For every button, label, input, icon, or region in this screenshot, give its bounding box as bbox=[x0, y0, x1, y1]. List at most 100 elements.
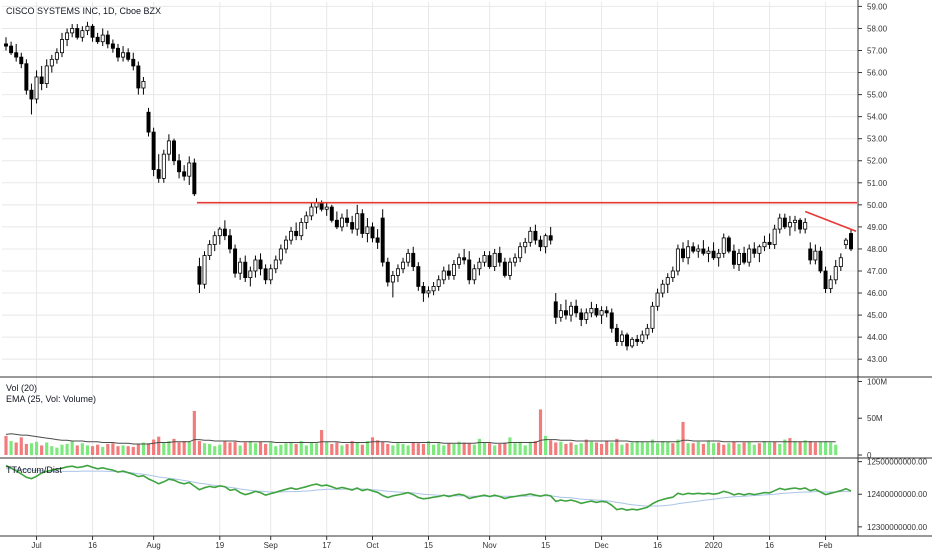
candle[interactable] bbox=[716, 248, 721, 267]
candle[interactable] bbox=[843, 237, 848, 249]
volume-bar[interactable] bbox=[187, 441, 191, 455]
volume-bar[interactable] bbox=[533, 441, 537, 455]
volume-bar[interactable] bbox=[177, 442, 181, 456]
volume-bar[interactable] bbox=[299, 441, 303, 455]
volume-bar[interactable] bbox=[447, 443, 451, 455]
candle[interactable] bbox=[24, 59, 29, 95]
candle[interactable] bbox=[289, 226, 294, 245]
candle[interactable] bbox=[202, 251, 207, 289]
candle[interactable] bbox=[731, 244, 736, 269]
volume-bar[interactable] bbox=[238, 445, 242, 455]
volume-bar[interactable] bbox=[131, 446, 135, 455]
volume-bar[interactable] bbox=[248, 441, 252, 455]
candle[interactable] bbox=[441, 266, 446, 285]
candle[interactable] bbox=[9, 41, 14, 55]
candle[interactable] bbox=[4, 37, 8, 51]
candle[interactable] bbox=[767, 233, 772, 249]
volume-bar[interactable] bbox=[645, 442, 649, 456]
volume-bar[interactable] bbox=[523, 445, 527, 455]
volume-bar[interactable] bbox=[696, 441, 700, 455]
candle[interactable] bbox=[253, 255, 258, 278]
volume-bar[interactable] bbox=[411, 442, 415, 456]
volume-bar[interactable] bbox=[432, 444, 436, 455]
volume-bar[interactable] bbox=[152, 439, 156, 455]
volume-bar[interactable] bbox=[549, 440, 553, 455]
candle[interactable] bbox=[477, 257, 482, 276]
candle[interactable] bbox=[507, 257, 512, 280]
volume-bar[interactable] bbox=[498, 443, 502, 455]
volume-bar[interactable] bbox=[146, 443, 151, 455]
volume-bar[interactable] bbox=[401, 443, 405, 455]
volume-pane[interactable] bbox=[4, 409, 838, 456]
candle[interactable] bbox=[655, 288, 660, 311]
candle[interactable] bbox=[528, 226, 533, 247]
accumulation-pane[interactable] bbox=[5, 464, 852, 512]
volume-bar[interactable] bbox=[141, 442, 146, 456]
volume-bar[interactable] bbox=[45, 442, 49, 456]
candle[interactable] bbox=[787, 215, 792, 236]
candle[interactable] bbox=[355, 204, 360, 236]
volume-bar[interactable] bbox=[279, 444, 283, 455]
candle[interactable] bbox=[609, 308, 614, 333]
candle[interactable] bbox=[100, 28, 105, 47]
candle[interactable] bbox=[268, 264, 273, 285]
candle[interactable] bbox=[207, 240, 212, 260]
volume-bar[interactable] bbox=[50, 446, 54, 455]
candle[interactable] bbox=[136, 61, 141, 95]
volume-bar[interactable] bbox=[167, 441, 171, 455]
volume-bar[interactable] bbox=[320, 430, 324, 455]
candle[interactable] bbox=[487, 251, 492, 269]
price-pane[interactable] bbox=[4, 21, 857, 351]
candle[interactable] bbox=[513, 253, 518, 267]
volume-bar[interactable] bbox=[635, 441, 639, 455]
volume-bar[interactable] bbox=[253, 443, 258, 455]
volume-bar[interactable] bbox=[376, 440, 380, 455]
candle[interactable] bbox=[126, 48, 131, 62]
candle[interactable] bbox=[375, 229, 380, 249]
candle[interactable] bbox=[39, 65, 44, 91]
volume-bar[interactable] bbox=[314, 443, 319, 455]
candle[interactable] bbox=[838, 253, 843, 271]
volume-bar[interactable] bbox=[594, 442, 599, 456]
candle[interactable] bbox=[141, 76, 146, 95]
volume-bar[interactable] bbox=[513, 443, 517, 455]
candle[interactable] bbox=[696, 244, 701, 258]
volume-bar[interactable] bbox=[136, 443, 140, 455]
volume-bar[interactable] bbox=[701, 443, 705, 455]
volume-bar[interactable] bbox=[564, 443, 568, 455]
candle[interactable] bbox=[121, 46, 126, 62]
candle[interactable] bbox=[309, 202, 314, 221]
volume-bar[interactable] bbox=[813, 442, 817, 456]
volume-bar[interactable] bbox=[157, 436, 161, 455]
candle[interactable] bbox=[304, 211, 309, 230]
candle[interactable] bbox=[584, 308, 589, 324]
volume-bar[interactable] bbox=[681, 421, 685, 455]
candle[interactable] bbox=[548, 226, 553, 245]
candle[interactable] bbox=[650, 301, 655, 333]
candle[interactable] bbox=[818, 246, 823, 274]
candle[interactable] bbox=[131, 52, 136, 71]
volume-bar[interactable] bbox=[233, 441, 237, 455]
volume-bar[interactable] bbox=[788, 438, 792, 455]
candle[interactable] bbox=[752, 242, 757, 258]
volume-bar[interactable] bbox=[615, 438, 619, 455]
volume-bar[interactable] bbox=[350, 441, 354, 455]
volume-bar[interactable] bbox=[778, 443, 782, 455]
candle[interactable] bbox=[44, 59, 49, 88]
volume-bar[interactable] bbox=[197, 441, 202, 455]
candle[interactable] bbox=[446, 264, 451, 280]
candle[interactable] bbox=[395, 264, 400, 283]
candle[interactable] bbox=[365, 218, 370, 243]
candle[interactable] bbox=[451, 259, 456, 280]
volume-bar[interactable] bbox=[284, 443, 288, 455]
volume-bar[interactable] bbox=[421, 443, 425, 455]
candle[interactable] bbox=[324, 202, 329, 216]
candle[interactable] bbox=[594, 304, 599, 318]
candle[interactable] bbox=[385, 257, 390, 287]
volume-bar[interactable] bbox=[462, 442, 466, 456]
candle[interactable] bbox=[482, 251, 487, 267]
volume-bar[interactable] bbox=[747, 441, 751, 455]
candle[interactable] bbox=[370, 222, 375, 243]
candle[interactable] bbox=[299, 218, 304, 241]
volume-bar[interactable] bbox=[274, 446, 278, 455]
